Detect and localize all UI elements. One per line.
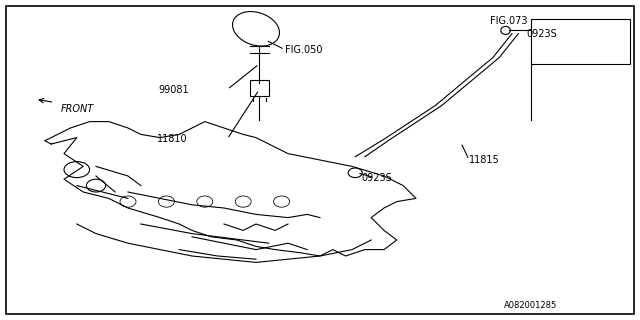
Text: 99081: 99081 (158, 84, 189, 95)
Text: FRONT: FRONT (61, 104, 94, 114)
Bar (531, 19, 630, 64)
Text: 11810: 11810 (157, 134, 188, 144)
Bar (250, 80, 269, 96)
Text: FIG.050: FIG.050 (285, 44, 323, 55)
Text: A082001285: A082001285 (504, 301, 557, 310)
Text: 0923S: 0923S (526, 28, 557, 39)
Text: FIG.073: FIG.073 (490, 16, 527, 26)
Text: 11815: 11815 (469, 155, 500, 165)
Text: 0923S: 0923S (362, 172, 392, 183)
